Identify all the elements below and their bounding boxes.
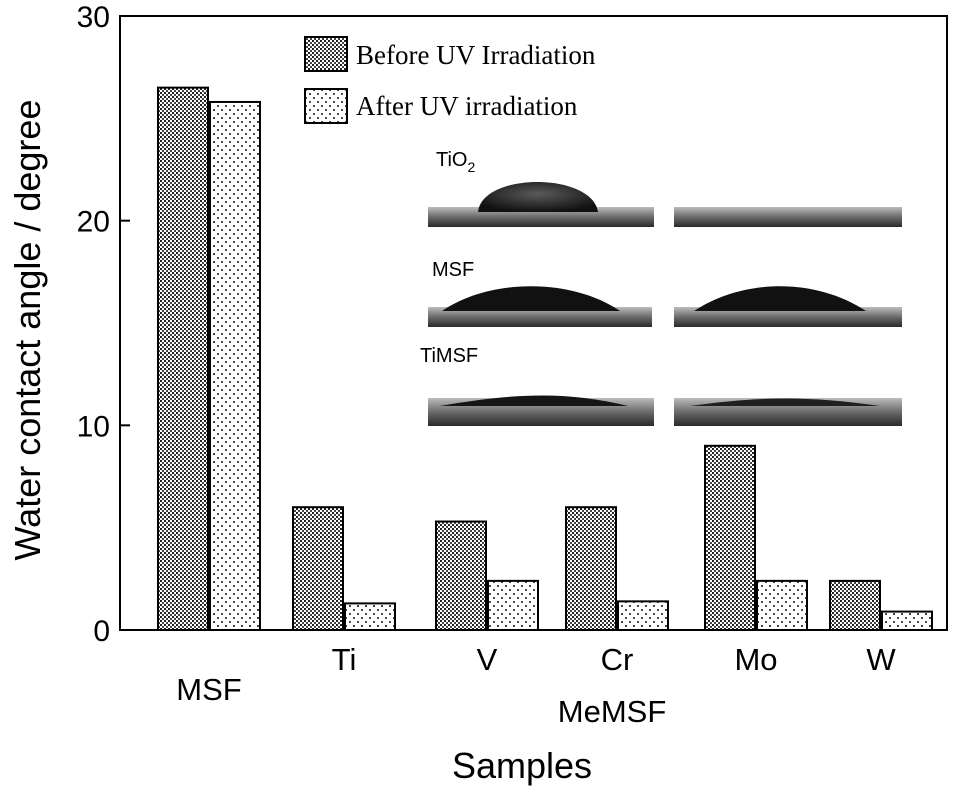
y-tick-label: 30 bbox=[77, 1, 110, 34]
bar-after-mo bbox=[756, 579, 808, 632]
legend-label-before: Before UV Irradiation bbox=[356, 40, 596, 70]
bar-before-v bbox=[435, 520, 487, 632]
x-tick-label-ti: Ti bbox=[332, 642, 357, 677]
bar-before-cr bbox=[565, 506, 617, 632]
y-tick-label: 20 bbox=[77, 206, 110, 239]
msf-before-image bbox=[428, 307, 652, 327]
tio2-after-image bbox=[674, 207, 902, 227]
x-axis-labels: MSF Ti V Cr Mo W bbox=[176, 642, 896, 707]
y-axis: 0 10 20 30 bbox=[77, 1, 130, 648]
y-axis-title: Water contact angle / degree bbox=[7, 100, 48, 561]
x-tick-label-msf: MSF bbox=[176, 672, 241, 707]
tio2-before-drop bbox=[478, 182, 598, 212]
x-tick-label-mo: Mo bbox=[734, 642, 777, 677]
bar-after-w bbox=[881, 610, 933, 632]
timsf-before-drop bbox=[440, 395, 628, 406]
bar-before-ti bbox=[292, 506, 344, 632]
inset-label-tio2: TiO2 bbox=[436, 149, 475, 175]
legend-swatch-after bbox=[304, 88, 348, 124]
bar-after-ti bbox=[344, 602, 396, 631]
msf-after-image bbox=[674, 307, 902, 327]
bar-before-mo bbox=[704, 444, 756, 631]
x-tick-label-cr: Cr bbox=[601, 642, 634, 677]
bar-after-cr bbox=[617, 600, 669, 632]
group-label: MeMSF bbox=[558, 694, 667, 729]
y-tick-label: 10 bbox=[77, 410, 110, 443]
legend-label-after: After UV irradiation bbox=[356, 91, 578, 121]
legend-swatch-before bbox=[304, 36, 348, 72]
msf-before-drop bbox=[442, 286, 620, 311]
bar-before-msf bbox=[157, 86, 209, 631]
bar-after-v bbox=[487, 579, 539, 632]
x-axis-title: Samples bbox=[452, 745, 592, 786]
inset-label-msf: MSF bbox=[432, 259, 474, 281]
x-tick-label-v: V bbox=[477, 642, 498, 677]
legend: Before UV Irradiation After UV irradiati… bbox=[304, 36, 596, 124]
bar-before-w bbox=[829, 579, 881, 632]
timsf-after-drop bbox=[690, 398, 880, 406]
x-tick-label-w: W bbox=[866, 642, 896, 677]
inset-droplet-images: TiO2 MSF TiMSF bbox=[420, 149, 902, 426]
bars bbox=[157, 86, 933, 632]
y-tick-label: 0 bbox=[93, 615, 110, 648]
msf-after-drop bbox=[694, 286, 866, 311]
inset-label-timsf: TiMSF bbox=[420, 345, 478, 367]
bar-after-msf bbox=[209, 100, 261, 631]
